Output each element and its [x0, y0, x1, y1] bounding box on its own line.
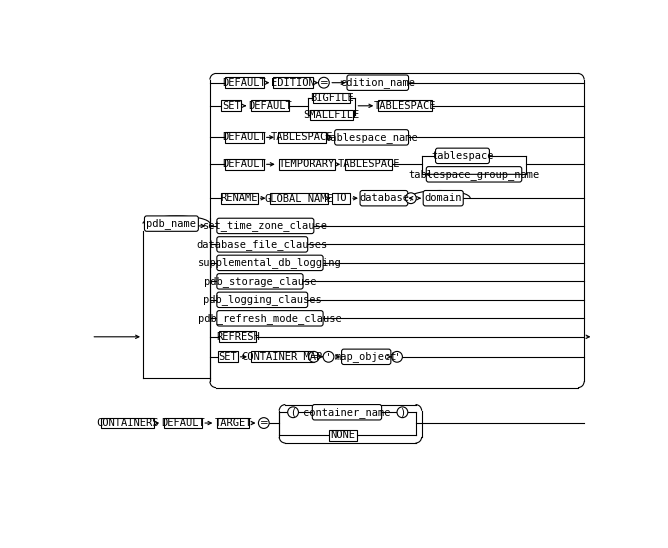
- FancyBboxPatch shape: [217, 311, 323, 326]
- FancyBboxPatch shape: [331, 193, 350, 204]
- FancyBboxPatch shape: [250, 100, 289, 111]
- Circle shape: [319, 77, 329, 88]
- Text: tablespace_group_name: tablespace_group_name: [408, 169, 540, 180]
- Text: domain: domain: [424, 193, 462, 203]
- FancyBboxPatch shape: [426, 167, 522, 182]
- Text: container_name: container_name: [303, 407, 391, 418]
- Text: BIGFILE: BIGFILE: [310, 93, 353, 103]
- FancyBboxPatch shape: [219, 332, 256, 342]
- FancyBboxPatch shape: [329, 430, 357, 441]
- Text: REFRESH: REFRESH: [216, 332, 259, 342]
- FancyBboxPatch shape: [217, 237, 308, 252]
- FancyBboxPatch shape: [225, 77, 264, 88]
- Text: database_file_clauses: database_file_clauses: [196, 239, 328, 250]
- FancyBboxPatch shape: [273, 77, 313, 88]
- Circle shape: [288, 407, 299, 418]
- Text: DEFAULT: DEFAULT: [161, 418, 205, 428]
- Text: =: =: [259, 418, 268, 428]
- Text: TABLESPACE: TABLESPACE: [373, 101, 436, 111]
- Text: TEMPORARY: TEMPORARY: [279, 159, 335, 169]
- Text: edition_name: edition_name: [340, 77, 415, 88]
- Text: tablespace_name: tablespace_name: [325, 132, 418, 143]
- Text: supplemental_db_logging: supplemental_db_logging: [198, 258, 342, 269]
- FancyBboxPatch shape: [313, 93, 350, 104]
- FancyBboxPatch shape: [424, 191, 463, 206]
- FancyBboxPatch shape: [279, 159, 335, 170]
- FancyBboxPatch shape: [102, 418, 154, 429]
- Text: set_time_zone_clause: set_time_zone_clause: [203, 220, 328, 231]
- FancyBboxPatch shape: [222, 100, 241, 111]
- Text: pdb_storage_clause: pdb_storage_clause: [204, 276, 316, 287]
- Text: database: database: [359, 193, 409, 203]
- Text: DEFAULT: DEFAULT: [248, 101, 292, 111]
- Circle shape: [309, 351, 319, 362]
- Text: =: =: [309, 352, 318, 362]
- Text: (: (: [291, 407, 295, 417]
- FancyBboxPatch shape: [217, 292, 308, 307]
- Text: RENAME: RENAME: [220, 193, 258, 203]
- Text: DEFAULT: DEFAULT: [222, 78, 267, 88]
- Text: SMALLFILE: SMALLFILE: [303, 110, 359, 120]
- Text: ': ': [327, 352, 330, 362]
- Text: CONTAINERS: CONTAINERS: [96, 418, 159, 428]
- Text: DEFAULT: DEFAULT: [222, 159, 267, 169]
- Circle shape: [259, 418, 269, 429]
- FancyBboxPatch shape: [360, 191, 407, 206]
- Text: NONE: NONE: [331, 430, 355, 441]
- Text: map_object: map_object: [335, 351, 397, 362]
- FancyBboxPatch shape: [378, 100, 432, 111]
- FancyBboxPatch shape: [225, 159, 264, 170]
- FancyBboxPatch shape: [279, 132, 326, 143]
- Text: TO: TO: [335, 193, 347, 203]
- FancyBboxPatch shape: [250, 351, 314, 362]
- FancyBboxPatch shape: [217, 218, 314, 233]
- Text: =: =: [319, 78, 328, 88]
- Text: .: .: [409, 193, 413, 203]
- Text: TABLESPACE: TABLESPACE: [271, 133, 333, 142]
- Text: pdb_name: pdb_name: [146, 218, 196, 229]
- Text: CONTAINER_MAP: CONTAINER_MAP: [242, 351, 323, 362]
- FancyBboxPatch shape: [220, 193, 258, 204]
- Text: TARGET: TARGET: [214, 418, 252, 428]
- Circle shape: [323, 351, 334, 362]
- FancyBboxPatch shape: [270, 193, 329, 204]
- FancyBboxPatch shape: [217, 273, 303, 289]
- FancyBboxPatch shape: [335, 130, 409, 145]
- Text: DEFAULT: DEFAULT: [222, 133, 267, 142]
- Text: ): ): [400, 407, 404, 417]
- Text: TABLESPACE: TABLESPACE: [337, 159, 399, 169]
- Circle shape: [405, 193, 416, 204]
- Text: SET: SET: [222, 101, 241, 111]
- FancyBboxPatch shape: [217, 255, 323, 271]
- Text: tablespace: tablespace: [432, 151, 494, 161]
- FancyBboxPatch shape: [225, 132, 264, 143]
- FancyBboxPatch shape: [164, 418, 202, 429]
- Text: GLOBAL_NAME: GLOBAL_NAME: [265, 193, 333, 204]
- FancyBboxPatch shape: [144, 216, 198, 231]
- FancyBboxPatch shape: [347, 75, 409, 90]
- FancyBboxPatch shape: [436, 148, 490, 163]
- Circle shape: [397, 407, 407, 418]
- Text: EDITION: EDITION: [271, 78, 315, 88]
- Text: pdb_refresh_mode_clause: pdb_refresh_mode_clause: [198, 313, 342, 324]
- FancyBboxPatch shape: [313, 404, 381, 420]
- Text: pdb_logging_clauses: pdb_logging_clauses: [203, 294, 322, 305]
- Circle shape: [391, 351, 402, 362]
- FancyBboxPatch shape: [341, 349, 391, 364]
- FancyBboxPatch shape: [310, 110, 353, 121]
- Text: ': ': [395, 352, 398, 362]
- FancyBboxPatch shape: [345, 159, 392, 170]
- FancyBboxPatch shape: [217, 418, 249, 429]
- FancyBboxPatch shape: [218, 351, 238, 362]
- Text: SET: SET: [218, 352, 237, 362]
